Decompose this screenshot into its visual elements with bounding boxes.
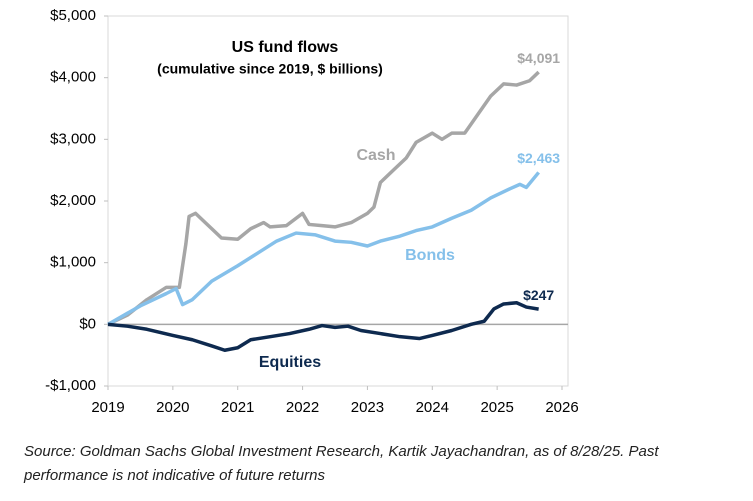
y-tick-label: $2,000 xyxy=(50,192,96,209)
x-tick-label: 2023 xyxy=(351,399,384,416)
y-tick-label: $4,000 xyxy=(50,69,96,86)
chart-title: US fund flows xyxy=(232,39,339,56)
x-tick-label: 2021 xyxy=(221,399,254,416)
end-value-label: $4,091 xyxy=(517,50,560,66)
x-tick-label: 2025 xyxy=(480,399,513,416)
y-tick-label: $1,000 xyxy=(50,254,96,271)
series-line xyxy=(107,70,540,326)
end-value-label: $247 xyxy=(523,287,554,303)
y-tick-label: $0 xyxy=(79,315,96,332)
series-line xyxy=(107,171,541,326)
end-value-label: $2,463 xyxy=(517,150,560,166)
source-note: Source: Goldman Sachs Global Investment … xyxy=(24,443,659,484)
chart: US fund flows (cumulative since 2019, $ … xyxy=(45,7,579,416)
y-tick-label: -$1,000 xyxy=(45,377,96,394)
series-label: Bonds xyxy=(405,247,455,264)
x-tick-label: 2019 xyxy=(91,399,124,416)
x-tick-label: 2020 xyxy=(156,399,189,416)
chart-subtitle: (cumulative since 2019, $ billions) xyxy=(157,61,383,77)
series-label: Equities xyxy=(259,354,321,371)
x-tick-label: 2026 xyxy=(545,399,578,416)
y-tick-label: $3,000 xyxy=(50,130,96,147)
y-tick-label: $5,000 xyxy=(50,7,96,24)
x-tick-label: 2024 xyxy=(416,399,449,416)
series-label: Cash xyxy=(356,147,395,164)
x-tick-label: 2022 xyxy=(286,399,319,416)
series-line xyxy=(107,301,539,352)
